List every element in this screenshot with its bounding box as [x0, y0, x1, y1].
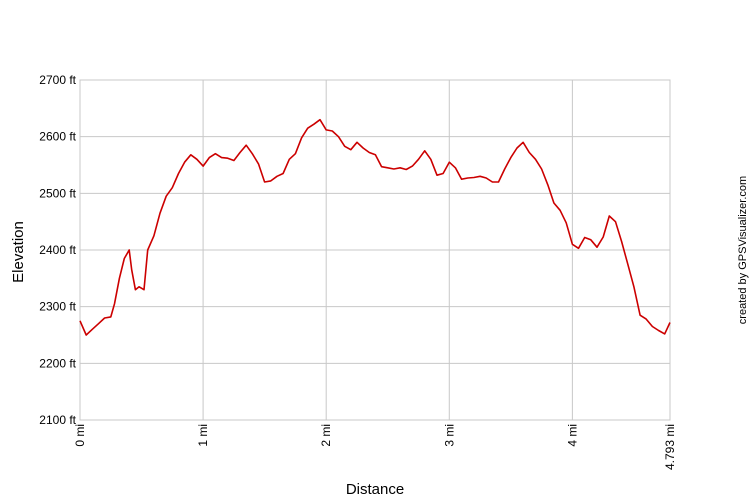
credit-text: created by GPSVisualizer.com [737, 176, 749, 324]
y-tick-label: 2200 ft [39, 356, 76, 370]
x-tick-label: 4.793 mi [663, 424, 677, 470]
series-line-elevation [79, 118, 671, 336]
x-tick-label: 0 mi [73, 424, 87, 447]
x-tick-label: 1 mi [196, 424, 210, 447]
y-tick-labels: 2100 ft 2200 ft 2300 ft 2400 ft 2500 ft 2600 … [39, 73, 76, 427]
grid [79, 79, 671, 421]
y-axis-title: Elevation [10, 221, 27, 283]
x-axis-title: Distance [346, 481, 404, 498]
plot-border [79, 79, 671, 421]
y-tick-label: 2700 ft [39, 73, 76, 87]
y-tick-label: 2300 ft [39, 300, 76, 314]
y-tick-label: 2600 ft [39, 130, 76, 144]
y-tick-label: 2400 ft [39, 243, 76, 257]
x-tick-label: 4 mi [565, 424, 579, 447]
y-tick-label: 2500 ft [39, 186, 76, 200]
x-tick-label: 3 mi [442, 424, 456, 447]
y-tick-label: 2100 ft [39, 413, 76, 427]
x-tick-label: 2 mi [319, 424, 333, 447]
x-tick-labels: 0 mi 1 mi 2 mi 3 mi 4 mi 4.793 mi [73, 424, 677, 470]
